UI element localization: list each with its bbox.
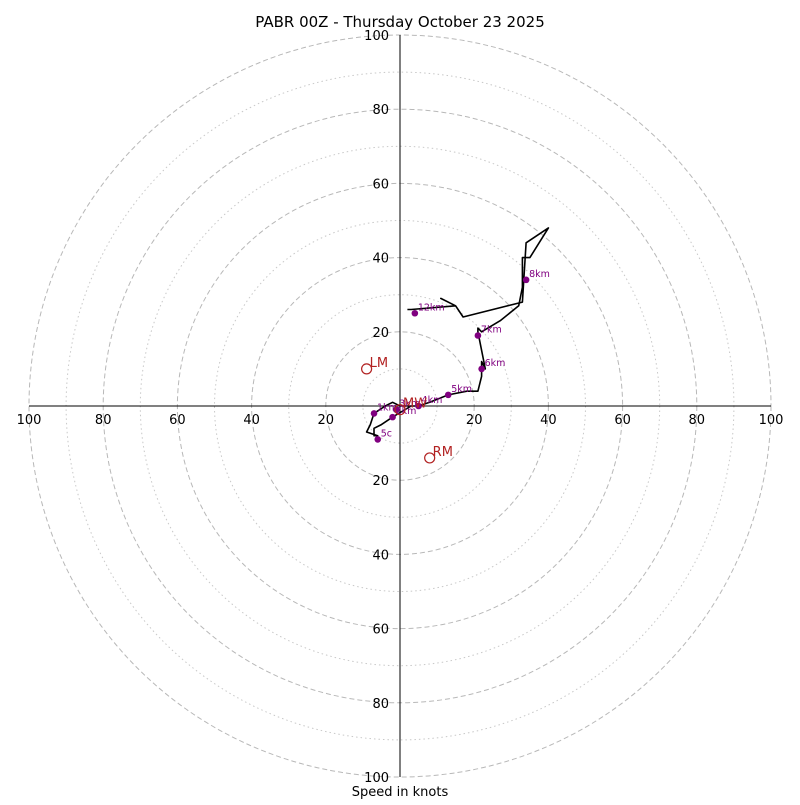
tick-label-bottom: 80 [372,697,389,712]
height-marker-label: 4km [422,395,443,406]
tick-label-left: 100 [17,413,42,428]
x-axis-label: Speed in knots [352,785,449,800]
storm-motion-label: MW [403,397,427,412]
tick-label-right: 40 [540,413,557,428]
storm-motion-marker [424,452,436,464]
height-marker-label: 6km [485,358,506,369]
height-marker [389,413,396,421]
tick-label-top: 40 [372,252,389,267]
height-marker [411,309,419,317]
tick-labels: 100 80 60 40 20 20 40 60 80 100 100 80 60 40 20 20 40 60 8… [17,29,784,786]
tick-label-left: 80 [95,413,112,428]
tick-label-bottom: 60 [372,623,389,638]
wind-trace [365,227,550,437]
tick-label-bottom: 100 [364,771,389,786]
height-marker [522,276,530,284]
height-marker-label: 7km [481,325,502,336]
height-marker-label: 3km [399,399,420,410]
tick-label-right: 20 [466,413,483,428]
height-marker [444,391,452,399]
height-marker [474,332,482,339]
tick-label-right: 100 [759,413,784,428]
height-marker [415,402,422,410]
height-marker-label: 12km [418,302,445,313]
height-marker [478,365,485,373]
tick-label-top: 60 [372,177,389,192]
storm-motion-markers: LM RM MW [361,356,453,464]
tick-label-left: 60 [169,413,186,428]
tick-label-top: 80 [372,103,389,118]
height-marker-label: 1km [377,402,398,413]
height-marker-label: 5km [451,384,472,395]
height-marker [370,410,378,417]
height-marker-label: 8km [529,269,550,280]
chart-title: PABR 00Z - Thursday October 23 2025 [255,13,544,31]
storm-motion-marker [394,404,406,416]
height-marker [374,436,382,443]
tick-label-bottom: 40 [372,548,389,563]
tick-label-bottom: 20 [372,474,389,489]
storm-motion-marker [361,363,373,375]
wind-trace-line [365,227,550,437]
tick-label-right: 60 [614,413,631,428]
storm-motion-label: RM [433,445,453,460]
tick-label-left: 20 [318,413,335,428]
storm-motion-label: LM [370,356,388,371]
tick-label-right: 80 [689,413,706,428]
tick-label-left: 40 [243,413,260,428]
height-marker-label: 5c [381,428,392,439]
tick-label-top: 20 [372,326,389,341]
height-marker [392,406,400,414]
height-marker-label: 2km [396,406,417,417]
tick-label-top: 100 [364,29,389,44]
